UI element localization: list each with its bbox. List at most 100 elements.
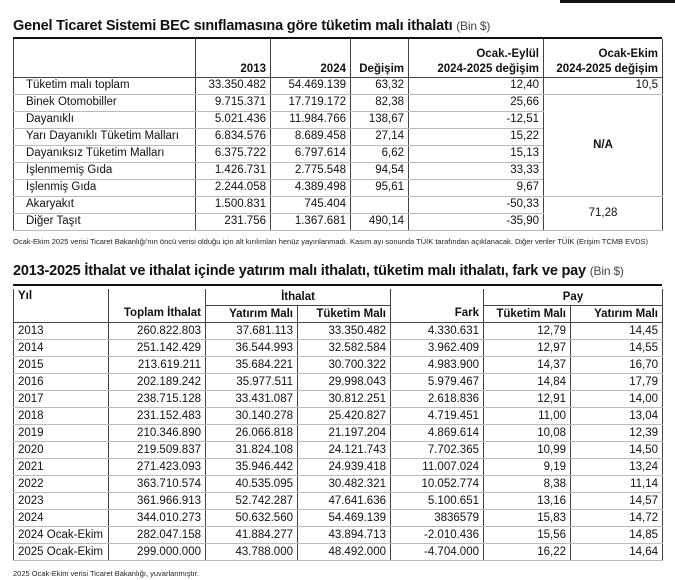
header-cell: Yıl: [13, 289, 109, 323]
value-cell: 2.618.836: [390, 390, 484, 408]
row: 2013 260.822.803 37.681.113 33.350.482 4.330…: [13, 322, 663, 340]
value-cell: 210.346.890: [108, 424, 206, 442]
value-cell: 361.966.913: [108, 492, 206, 510]
header-cell: İthalat: [205, 289, 391, 306]
year-cell: 2020: [13, 441, 109, 459]
table1-heading: Genel Ticaret Sistemi BEC sınıflamasına …: [13, 18, 490, 34]
year-cell: 2021: [13, 458, 109, 476]
row: Akaryakıt 1.500.831 745.404 -50,33 71,28: [13, 196, 663, 231]
value-cell: 30.700.322: [297, 356, 391, 374]
unit: (Bin $): [456, 19, 491, 33]
value-cell: -4.704.000: [390, 543, 484, 561]
value-cell: 33.431.087: [205, 390, 298, 408]
header-cell: Toplam İthalat: [108, 305, 206, 323]
value-cell: 12,40: [408, 77, 544, 95]
table2: Yıl İthalat Pay Toplam İthalat Yatırım Ma…: [13, 289, 663, 561]
value-cell: 43.788.000: [205, 543, 298, 561]
value-cell: 12,91: [483, 390, 571, 408]
title: 2013-2025 İthalat ve ithalat içinde yatı…: [13, 263, 586, 279]
value-cell: 25.420.827: [297, 407, 391, 425]
value-cell: 63,32: [350, 77, 409, 95]
row: 2022 363.710.574 40.535.095 30.482.321 10.05…: [13, 475, 663, 493]
value-cell: 31.824.108: [205, 441, 298, 459]
value-cell: 8,38: [483, 475, 571, 493]
value-cell: 745.404: [270, 196, 351, 214]
header-cell: Fark: [390, 305, 484, 323]
header-cell: [390, 289, 484, 306]
value-cell: 11,14: [570, 475, 663, 493]
value-cell: 3836579: [390, 509, 484, 527]
label-cell: İşlenmemiş Gıda: [13, 162, 196, 180]
title: Genel Ticaret Sistemi BEC sınıflamasına …: [13, 18, 453, 34]
value-cell: 363.710.574: [108, 475, 206, 493]
table2-heading: 2013-2025 İthalat ve ithalat içinde yatı…: [13, 263, 624, 279]
year-cell: 2016: [13, 373, 109, 391]
year-cell: 2025 Ocak-Ekim: [13, 543, 109, 561]
value-cell: 14,55: [570, 339, 663, 357]
value-cell: 231.152.483: [108, 407, 206, 425]
value-cell: 17.719.172: [270, 94, 351, 112]
row: 2016 202.189.242 35.977.511 29.998.043 5.979…: [13, 373, 663, 391]
value-cell: 219.509.837: [108, 441, 206, 459]
value-cell: 11.984.766: [270, 111, 351, 129]
year-cell: 2024: [13, 509, 109, 527]
value-cell: 11,00: [483, 407, 571, 425]
value-cell: -2.010.436: [390, 526, 484, 544]
label-cell: Diğer Taşıt: [13, 213, 196, 231]
row: 2015 213.619.211 35.684.221 30.700.322 4.983…: [13, 356, 663, 374]
row: 2018 231.152.483 30.140.278 25.420.827 4.719…: [13, 407, 663, 425]
value-cell: 50.632.560: [205, 509, 298, 527]
value-cell: 13,24: [570, 458, 663, 476]
row: 2014 251.142.429 36.544.993 32.582.584 3.962…: [13, 339, 663, 357]
label-cell: Binek Otomobiller: [13, 94, 196, 112]
value-cell: 10,99: [483, 441, 571, 459]
value-cell: 299.000.000: [108, 543, 206, 561]
row: Dayanıksız Tüketim Malları 6.375.722 6.797…: [13, 145, 663, 163]
value-cell: 138,67: [350, 111, 409, 129]
value-cell: 33,33: [408, 162, 544, 180]
value-cell: 213.619.211: [108, 356, 206, 374]
value-cell: 40.535.095: [205, 475, 298, 493]
header-cell: [108, 289, 206, 306]
table1: 2013 2024 Değişim Ocak.-Eylül 2024-2025 d…: [13, 39, 663, 231]
year-cell: 2015: [13, 356, 109, 374]
value-cell: 4.983.900: [390, 356, 484, 374]
value-cell: 6.375.722: [195, 145, 271, 163]
value-cell: 16,22: [483, 543, 571, 561]
value-cell: 9.715.371: [195, 94, 271, 112]
year-cell: 2024 Ocak-Ekim: [13, 526, 109, 544]
label-cell: Akaryakıt: [13, 196, 196, 214]
value-cell: -50,33: [408, 196, 544, 214]
label-cell: Yarı Dayanıklı Tüketim Malları: [13, 128, 196, 146]
header-line: 2024-2025 değişim: [437, 62, 539, 75]
value-cell: 11.007.024: [390, 458, 484, 476]
year-cell: 2018: [13, 407, 109, 425]
value-cell: 4.330.631: [390, 322, 484, 340]
value-cell: 12,79: [483, 322, 571, 340]
value-cell: 27,14: [350, 128, 409, 146]
value-cell: -35,90: [408, 213, 544, 231]
value-cell: 5.979.467: [390, 373, 484, 391]
row: 2024 Ocak-Ekim 282.047.158 41.884.277 43.89…: [13, 526, 663, 544]
value-cell: 15,22: [408, 128, 544, 146]
value-cell: 13,04: [570, 407, 663, 425]
value-cell: 14,50: [570, 441, 663, 459]
value-cell: 12,39: [570, 424, 663, 442]
value-cell: 1.367.681: [270, 213, 351, 231]
value-cell: 36.544.993: [205, 339, 298, 357]
value-cell: 5.021.436: [195, 111, 271, 129]
value-cell: 14,57: [570, 492, 663, 510]
value-cell: 14,37: [483, 356, 571, 374]
value-cell: 35.977.511: [205, 373, 298, 391]
header-cell: 2013: [195, 39, 271, 78]
header-cell: Pay: [483, 289, 663, 306]
value-cell: N/A: [543, 94, 663, 197]
row: Diğer Taşıt 231.756 1.367.681 490,14 -35,90: [13, 213, 663, 231]
row: Dayanıklı 5.021.436 11.984.766 138,67 -12,51: [13, 111, 663, 129]
value-cell: 7.702.365: [390, 441, 484, 459]
value-cell: 30.812.251: [297, 390, 391, 408]
value-cell: 12,97: [483, 339, 571, 357]
value-cell: 271.423.093: [108, 458, 206, 476]
value-cell: 35.946.442: [205, 458, 298, 476]
